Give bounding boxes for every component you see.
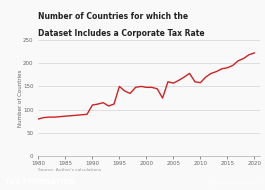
Text: Dataset Includes a Corporate Tax Rate: Dataset Includes a Corporate Tax Rate xyxy=(38,29,205,38)
Y-axis label: Number of Countries: Number of Countries xyxy=(18,69,23,127)
Text: Source: Author's calculations.: Source: Author's calculations. xyxy=(38,168,103,172)
Text: TAX FOUNDATION: TAX FOUNDATION xyxy=(5,179,75,185)
Text: Number of Countries for which the: Number of Countries for which the xyxy=(38,12,189,21)
Text: @TaxFoundation: @TaxFoundation xyxy=(208,179,260,184)
